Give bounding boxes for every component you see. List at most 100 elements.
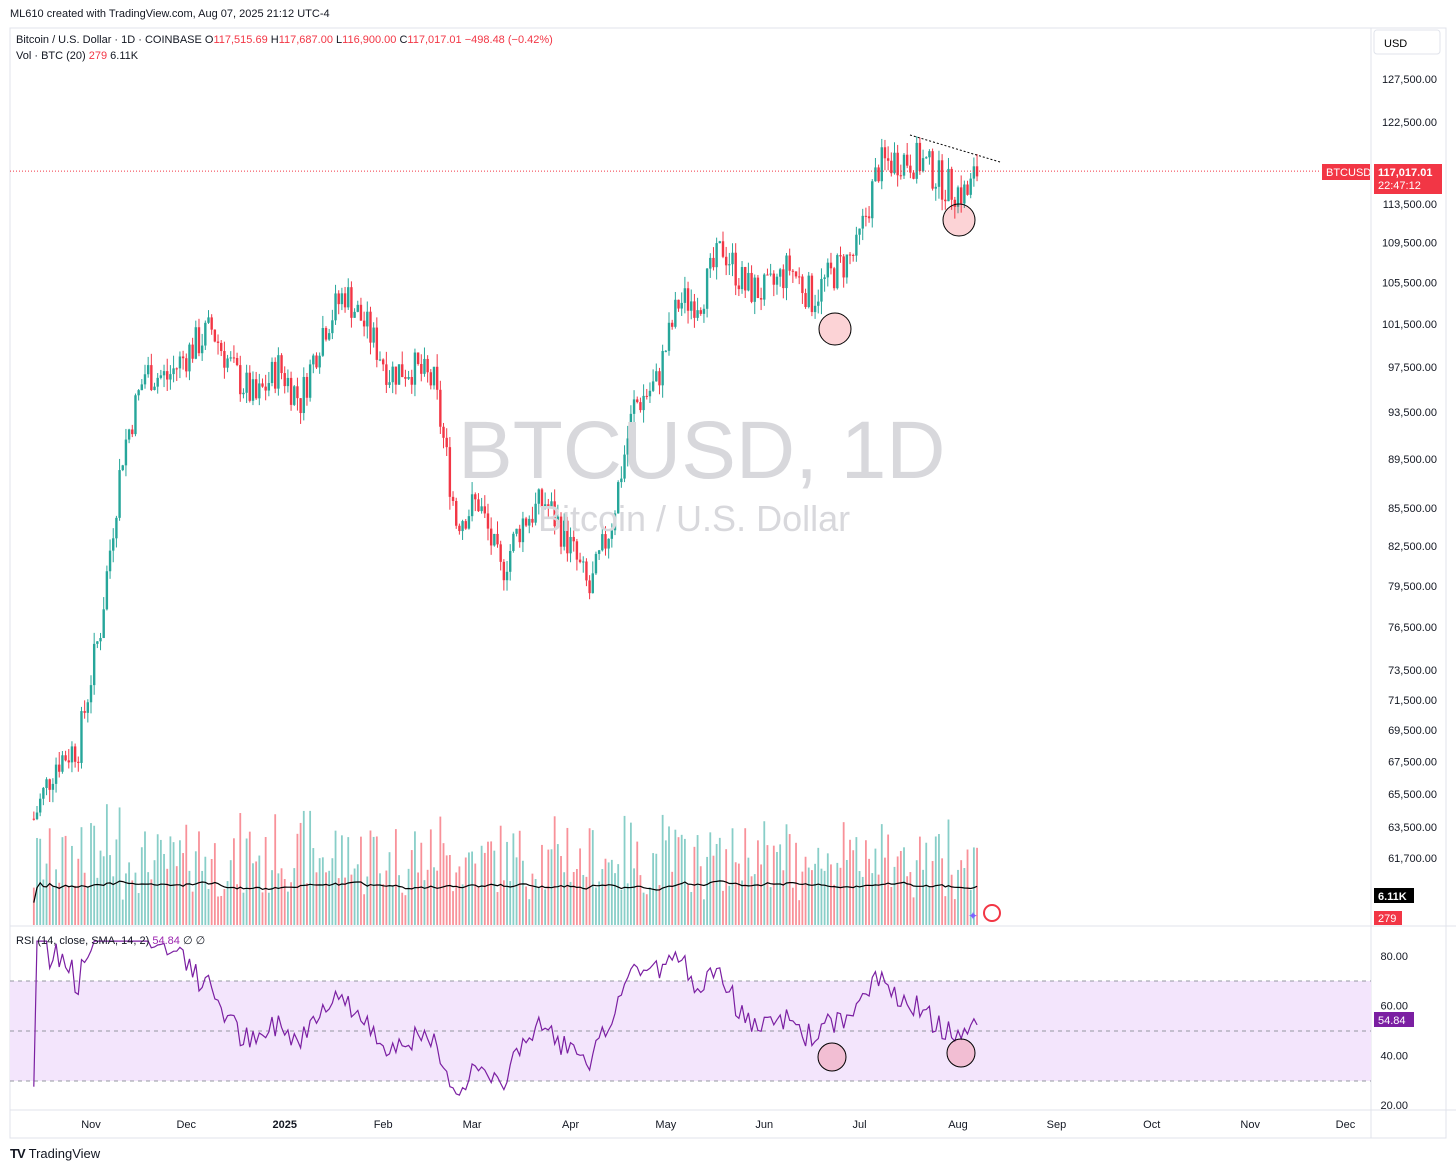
candle-body <box>251 379 255 401</box>
volume-bar <box>179 840 181 925</box>
time-tick-label: Aug <box>948 1119 968 1131</box>
candle-body <box>486 513 490 529</box>
candle-body <box>759 298 763 300</box>
candle-body <box>683 288 687 303</box>
candle-body <box>388 382 391 385</box>
watermark-description: Bitcoin / U.S. Dollar <box>538 498 851 539</box>
volume-bar <box>861 876 864 925</box>
candle-body <box>712 257 715 268</box>
candle-body <box>407 376 410 379</box>
candle-body <box>493 533 496 546</box>
candle-body <box>766 274 769 276</box>
candle-body <box>420 363 423 374</box>
candle-body <box>200 345 204 354</box>
candle-body <box>296 386 299 399</box>
volume-bar <box>163 853 165 925</box>
volume-bar <box>385 870 388 925</box>
time-tick-label: Oct <box>1143 1119 1160 1131</box>
economic-event-icon[interactable] <box>983 904 1001 922</box>
volume-bar <box>172 842 175 925</box>
candle-body <box>699 310 702 314</box>
time-tick-label: Nov <box>1240 1119 1260 1131</box>
candle-body <box>375 327 379 360</box>
volume-bar <box>83 872 86 925</box>
volume-bar <box>556 844 559 925</box>
volume-bar <box>833 884 836 925</box>
candle-body <box>283 373 286 387</box>
volume-bar <box>769 887 772 925</box>
rsi-legend[interactable]: RSI (14, close, SMA, 14, 2) 54.84 ∅ ∅ <box>16 934 205 947</box>
candle-body <box>331 320 334 334</box>
volume-bar <box>480 845 483 925</box>
volume-bar <box>379 873 381 925</box>
symbol-legend[interactable]: Bitcoin / U.S. Dollar · 1D · COINBASE O1… <box>16 34 553 46</box>
price-axis[interactable]: 127,500.00 122,500.00 113,500.00 109,500.00… <box>1382 74 1437 865</box>
rsi-tick-label: 80.00 <box>1380 951 1408 963</box>
candle-body <box>258 383 261 399</box>
volume-bar <box>474 863 477 925</box>
candle-body <box>807 275 810 308</box>
candle-body <box>937 160 941 187</box>
volume-legend[interactable]: Vol · BTC (20) 279 6.11K <box>16 50 138 62</box>
candle-body <box>756 277 760 299</box>
candle-body <box>340 293 344 305</box>
candle-body <box>505 571 509 581</box>
circle-annotation-jun[interactable] <box>818 312 852 346</box>
candle-body <box>594 553 598 574</box>
volume-label: Vol · BTC (20) <box>16 50 86 62</box>
candle-body <box>89 685 93 703</box>
volume-bar <box>274 814 277 925</box>
candle-body <box>474 494 477 500</box>
circle-annotation-aug[interactable] <box>942 203 976 237</box>
open-value: 117,515.69 <box>213 34 268 46</box>
volume-bar <box>207 888 210 925</box>
candle-body <box>610 530 614 539</box>
volume-bar <box>880 824 883 925</box>
volume-bar <box>417 872 420 925</box>
candle-body <box>480 506 483 512</box>
volume-value: 279 <box>88 50 108 62</box>
candle-body <box>836 255 839 289</box>
candle-body <box>273 361 277 389</box>
volume-bar <box>518 830 521 925</box>
volume-bar <box>452 891 454 925</box>
candle-body <box>242 392 245 395</box>
candle-body <box>826 262 829 278</box>
candle-body <box>693 301 696 318</box>
candle-body <box>931 151 934 189</box>
candle-body <box>550 501 553 507</box>
volume-bar <box>811 870 813 925</box>
time-axis[interactable]: Nov Dec 2025 Feb Mar Apr May Jun Jul Aug Sep Oct Nov… <box>81 1119 1356 1131</box>
volume-bar <box>366 876 369 925</box>
rsi-circle-annotation-aug[interactable] <box>946 1038 976 1068</box>
volume-bar <box>782 870 785 925</box>
currency-button[interactable] <box>1373 29 1441 55</box>
candle-body <box>540 489 544 508</box>
candles <box>32 136 979 821</box>
volume-bar <box>77 858 80 925</box>
volume-bar <box>909 872 912 925</box>
candle-body <box>455 500 458 526</box>
candle-body <box>874 167 877 182</box>
candle-body <box>334 293 337 321</box>
candle-body <box>702 308 706 314</box>
volume-bar <box>671 871 674 925</box>
candle-body <box>959 187 963 204</box>
volume-bar <box>410 850 413 925</box>
candle-body <box>423 358 426 374</box>
chart-frame <box>9 27 1447 1139</box>
volume-bar <box>436 870 439 925</box>
rsi-circle-annotation-jun[interactable] <box>817 1042 847 1072</box>
rsi-tag: 54.84 <box>1378 1015 1406 1027</box>
high-value: 117,687.00 <box>278 34 333 46</box>
candle-body <box>956 187 960 207</box>
volume-bar <box>944 896 947 925</box>
volume-bar <box>210 858 213 925</box>
candle-body <box>667 322 671 351</box>
tradingview-footer[interactable]: TV TradingView <box>10 1146 100 1161</box>
sparkle-icon[interactable]: ✦ <box>968 909 978 923</box>
candle-body <box>153 386 156 391</box>
volume-bar <box>607 862 610 925</box>
volume-bar <box>776 851 778 925</box>
